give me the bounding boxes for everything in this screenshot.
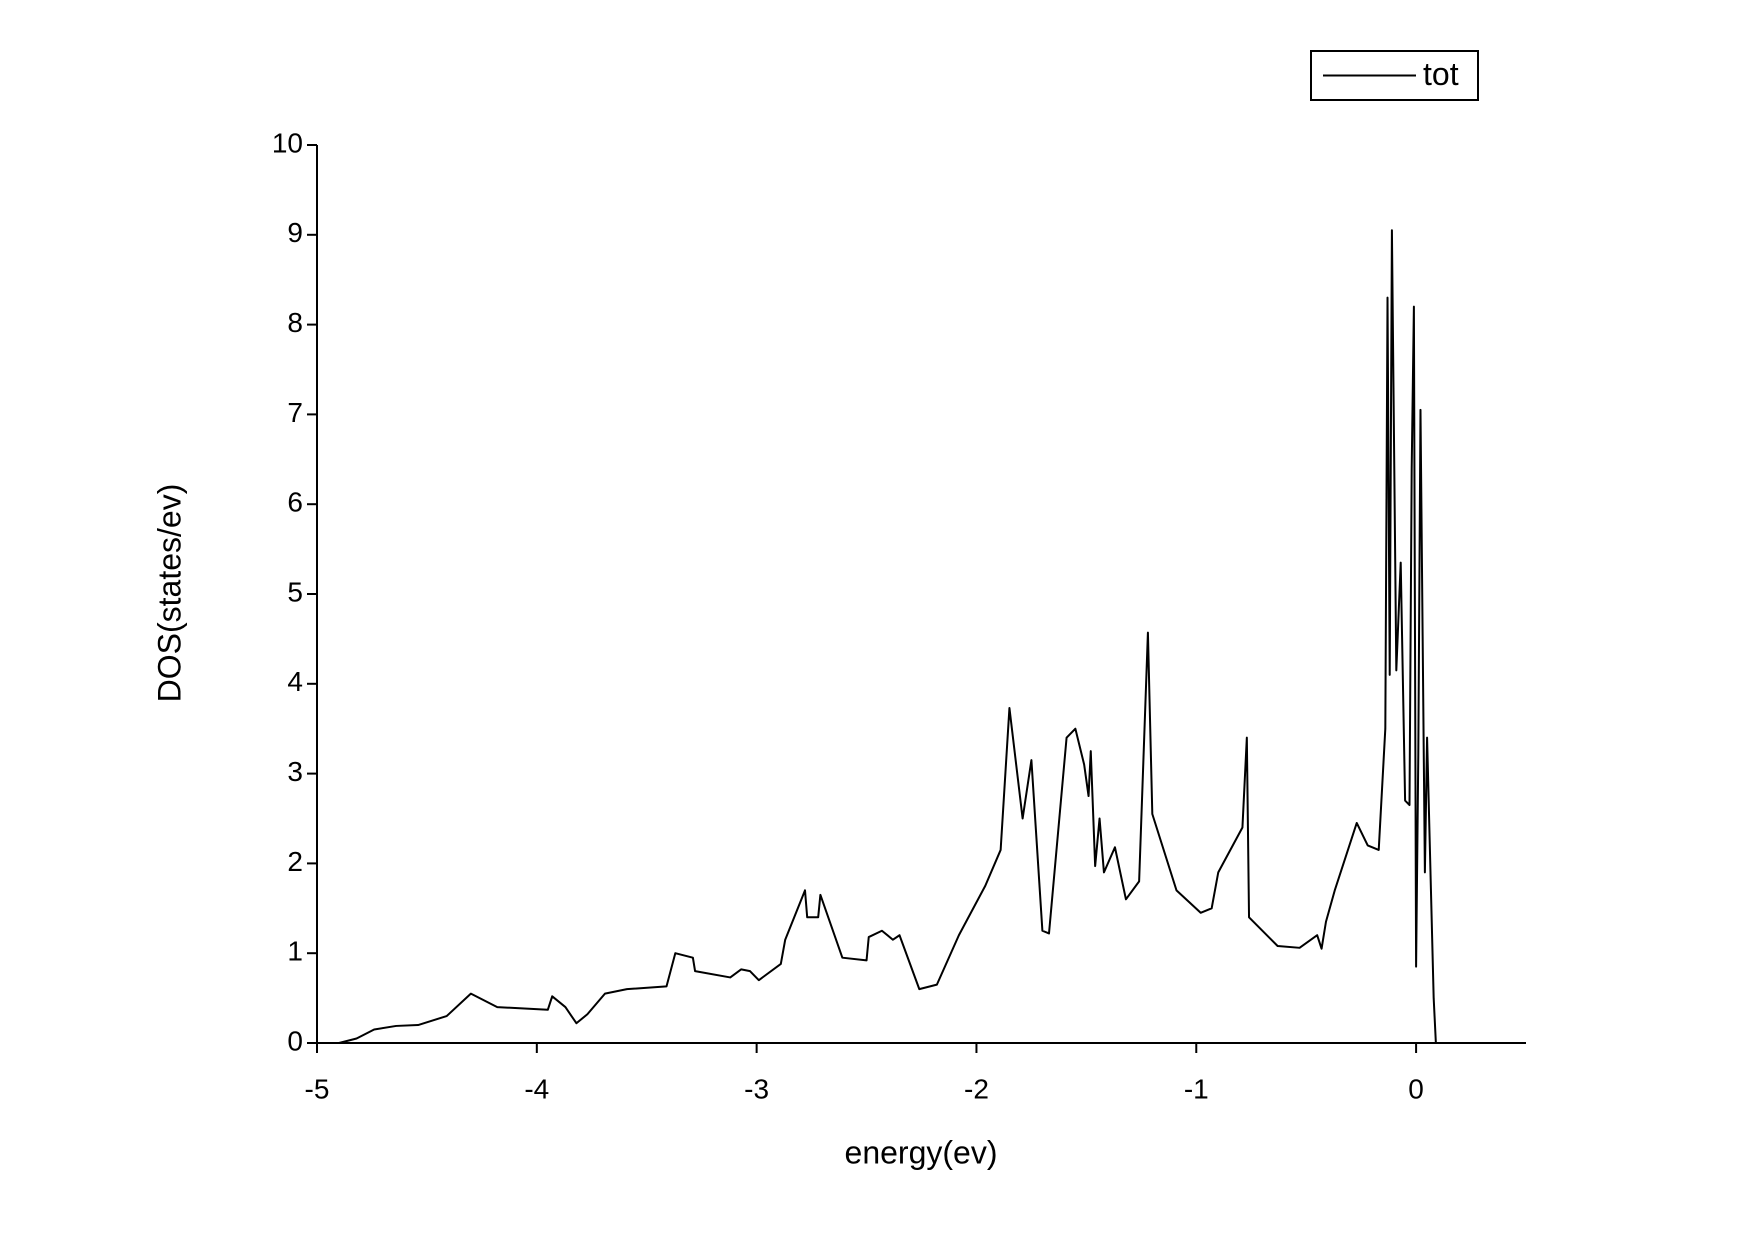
x-tick-label: -1: [1184, 1073, 1209, 1104]
x-tick-label: -4: [524, 1073, 549, 1104]
y-tick-label: 3: [287, 756, 303, 787]
x-tick-label: -2: [964, 1073, 989, 1104]
line-series: [317, 229, 1437, 1044]
x-tick-label: -3: [744, 1073, 769, 1104]
y-tick-label: 6: [287, 487, 303, 518]
y-tick-label: 7: [287, 397, 303, 428]
y-tick-label: 0: [287, 1025, 303, 1056]
y-tick-label: 5: [287, 576, 303, 607]
y-axis-label: DOS(states/ev): [151, 484, 187, 703]
y-tick-label: 2: [287, 846, 303, 877]
x-tick-label: 0: [1408, 1073, 1424, 1104]
y-tick-label: 8: [287, 307, 303, 338]
x-axis-label: energy(ev): [845, 1134, 998, 1170]
x-tick-label: -5: [305, 1073, 330, 1104]
legend-label: tot: [1423, 56, 1459, 92]
y-tick-label: 1: [287, 936, 303, 967]
y-tick-label: 4: [287, 666, 303, 697]
y-tick-label: 9: [287, 217, 303, 248]
y-tick-label: 10: [272, 127, 303, 158]
